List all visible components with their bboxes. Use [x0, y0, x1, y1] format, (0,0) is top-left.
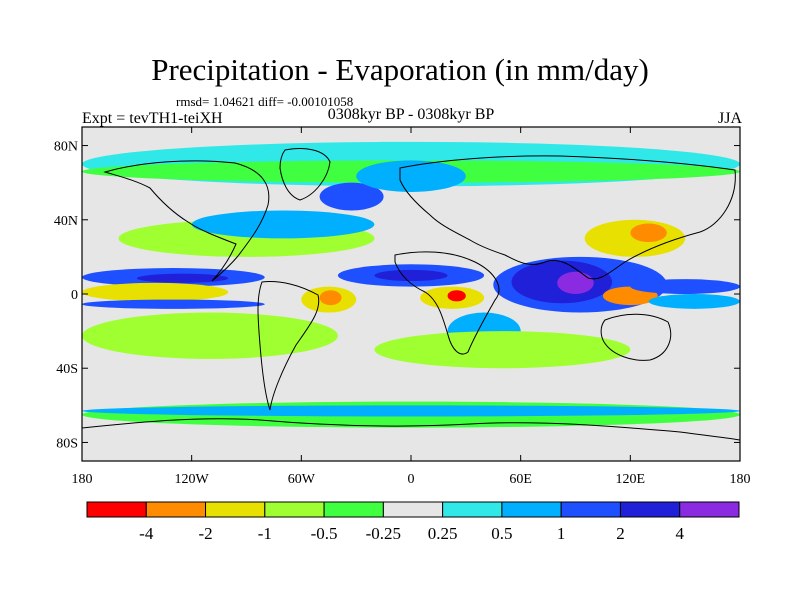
colorbar: -4 -2 -1 -0.5 -0.25 0.25 0.5 1 2 4	[86, 501, 740, 543]
colorbar-box-8	[560, 501, 621, 518]
plot-title: Precipitation - Evaporation (in mm/day)	[151, 52, 649, 87]
coastline-layer	[82, 148, 740, 441]
colorbar-box-2	[205, 501, 266, 518]
coastline-antarctica	[82, 418, 740, 441]
field-patch-25	[648, 294, 740, 309]
field-patch-5	[191, 210, 375, 239]
season-label: JJA	[717, 110, 742, 127]
x-tick-label: 180	[72, 472, 93, 487]
y-tick-label: 40S	[56, 362, 78, 377]
colorbar-box-1	[145, 501, 207, 518]
coastline-eurasia	[399, 155, 736, 280]
coastline-greenland	[279, 148, 331, 201]
colorbar-box-10	[679, 501, 740, 518]
x-tick-label: 180	[730, 472, 751, 487]
field-patch-10	[82, 299, 265, 309]
period-label: 0308kyr BP - 0308kyr BP	[327, 106, 495, 123]
field-patch-7	[136, 273, 229, 283]
coastline-south-america	[257, 281, 320, 411]
field-patch-23	[630, 223, 667, 243]
colorbar-label: 4	[675, 524, 684, 543]
stats-text: rmsd= 1.04621 diff= -0.00101058	[176, 94, 354, 109]
x-tick-label: 120E	[616, 472, 646, 487]
colorbar-label: -1	[258, 524, 272, 543]
colorbar-box-3	[264, 501, 325, 518]
field-patch-11	[82, 312, 338, 359]
colorbar-box-6	[442, 501, 503, 518]
colorbar-box-9	[619, 501, 681, 518]
colorbar-label: 1	[557, 524, 566, 543]
colorbar-label: -4	[139, 524, 154, 543]
x-tick-label: 120W	[175, 472, 210, 487]
y-tick-label: 80S	[56, 436, 78, 451]
field-patch-3	[356, 160, 466, 192]
field-layer	[82, 127, 740, 461]
colorbar-label: 0.5	[491, 524, 512, 543]
field-patch-29	[82, 405, 740, 417]
y-tick-label: 0	[71, 288, 78, 303]
field-patch-24	[630, 279, 740, 294]
experiment-label: Expt = tevTH1-teiXH	[82, 110, 223, 127]
field-patch-20	[557, 271, 594, 294]
colorbar-label: -0.25	[366, 524, 401, 543]
coastline-australia	[600, 313, 672, 361]
field-patch-17	[447, 290, 466, 302]
colorbar-label: 0.25	[428, 524, 458, 543]
colorbar-label: -0.5	[311, 524, 338, 543]
colorbar-box-7	[501, 501, 562, 518]
field-patch-9	[82, 282, 229, 302]
axis-ticks: 180 120W 60W 0 60E 120E 180 80N 40N 0 40S 80S	[54, 127, 751, 487]
field-patch-13	[374, 269, 448, 282]
field-patch-15	[319, 290, 342, 306]
x-tick-label: 0	[408, 472, 415, 487]
field-patch-2	[319, 182, 384, 211]
colorbar-label: 2	[616, 524, 625, 543]
colorbar-box-5	[382, 501, 444, 518]
y-tick-label: 40N	[54, 214, 78, 229]
y-tick-label: 80N	[54, 140, 78, 155]
coastline-north-america	[103, 160, 270, 282]
coastline-africa	[394, 251, 500, 355]
x-tick-label: 60W	[288, 472, 316, 487]
colorbar-box-4	[323, 501, 384, 518]
colorbar-label: -2	[198, 524, 212, 543]
x-tick-label: 60E	[509, 472, 532, 487]
colorbar-box-0	[86, 501, 147, 518]
field-patch-27	[374, 331, 631, 369]
